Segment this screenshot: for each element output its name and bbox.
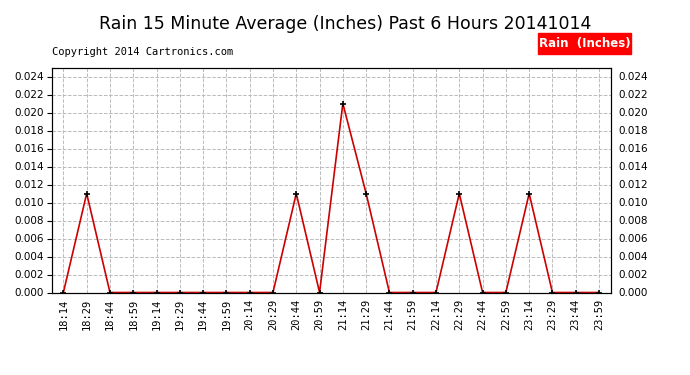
Text: Rain 15 Minute Average (Inches) Past 6 Hours 20141014: Rain 15 Minute Average (Inches) Past 6 H… [99, 15, 591, 33]
Text: Copyright 2014 Cartronics.com: Copyright 2014 Cartronics.com [52, 47, 233, 57]
Text: Rain  (Inches): Rain (Inches) [539, 37, 631, 50]
